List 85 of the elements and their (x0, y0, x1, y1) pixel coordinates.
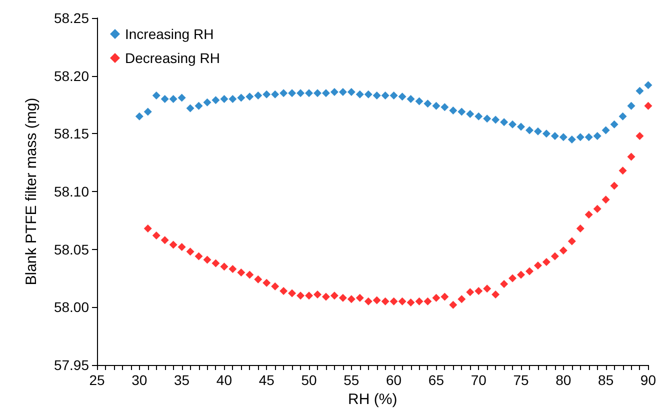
point (440, 292, 449, 301)
x-tick-label: 25 (89, 372, 105, 388)
x-tick-label: 30 (132, 372, 148, 388)
point (644, 102, 652, 110)
x-tick-label: 90 (640, 372, 656, 388)
x-tick-label: 60 (386, 372, 402, 388)
point (228, 264, 237, 273)
x-tick-label: 65 (428, 372, 444, 388)
x-axis-title: RH (%) (348, 390, 398, 408)
point (415, 297, 424, 306)
point (271, 282, 280, 290)
point (347, 295, 356, 304)
point (212, 259, 220, 268)
x-tick-label: 50 (301, 372, 317, 388)
point (618, 166, 627, 175)
point (203, 256, 212, 264)
x-tick-label: 70 (470, 372, 487, 388)
point (474, 286, 483, 295)
point (372, 296, 381, 304)
point (602, 196, 610, 204)
y-tick-label: 58.05 (54, 241, 90, 258)
point (449, 300, 458, 309)
x-tick-label: 45 (258, 372, 275, 388)
point (593, 204, 602, 213)
y-tick-label: 58.25 (54, 10, 90, 26)
point (390, 297, 398, 306)
point (220, 262, 228, 271)
point (466, 288, 474, 296)
x-tick-label: 35 (174, 372, 190, 388)
point (432, 294, 440, 302)
point (288, 289, 296, 298)
point (194, 252, 203, 260)
point (576, 224, 584, 233)
point (492, 290, 500, 298)
point (178, 243, 186, 252)
point (517, 270, 526, 279)
point (568, 237, 576, 246)
point (534, 262, 542, 270)
point (627, 152, 636, 161)
point (186, 248, 194, 256)
point (280, 286, 288, 295)
y-tick-label: 58.10 (54, 184, 90, 200)
point (525, 267, 534, 276)
point (330, 292, 338, 300)
point (160, 236, 169, 244)
x-tick-label: 80 (556, 372, 572, 388)
point (237, 268, 246, 276)
x-tick-label: 85 (598, 372, 614, 388)
point (262, 278, 271, 287)
point (559, 246, 568, 254)
legend-label: Increasing RH (125, 26, 214, 42)
point (424, 297, 432, 306)
y-tick-label: 58.15 (54, 126, 90, 142)
point (508, 274, 517, 282)
legend-label: Decreasing RH (125, 50, 220, 66)
y-tick-label: 58.20 (54, 68, 90, 84)
point (483, 284, 492, 293)
point (144, 224, 152, 233)
point (500, 280, 508, 288)
x-tick-label: 55 (344, 372, 360, 388)
point (584, 210, 593, 219)
point (550, 252, 559, 260)
x-tick-label: 75 (513, 372, 530, 388)
point (356, 294, 364, 302)
point (381, 297, 390, 306)
point (610, 182, 618, 190)
point (458, 295, 466, 304)
point (254, 275, 262, 284)
y-tick-label: 57.95 (54, 357, 90, 373)
point (406, 298, 415, 307)
point (636, 132, 644, 140)
point (338, 294, 347, 302)
y-tick-label: 58.00 (54, 299, 90, 316)
point (246, 270, 254, 279)
point (398, 297, 406, 306)
point (322, 292, 330, 301)
point (169, 240, 178, 249)
point (305, 292, 314, 300)
point (152, 231, 160, 240)
point (542, 258, 550, 266)
point (364, 297, 372, 306)
point (313, 290, 322, 298)
point (296, 292, 305, 300)
y-axis-title: Blank PTFE filter mass (mg) (23, 98, 40, 286)
x-tick-label: 40 (216, 372, 232, 388)
